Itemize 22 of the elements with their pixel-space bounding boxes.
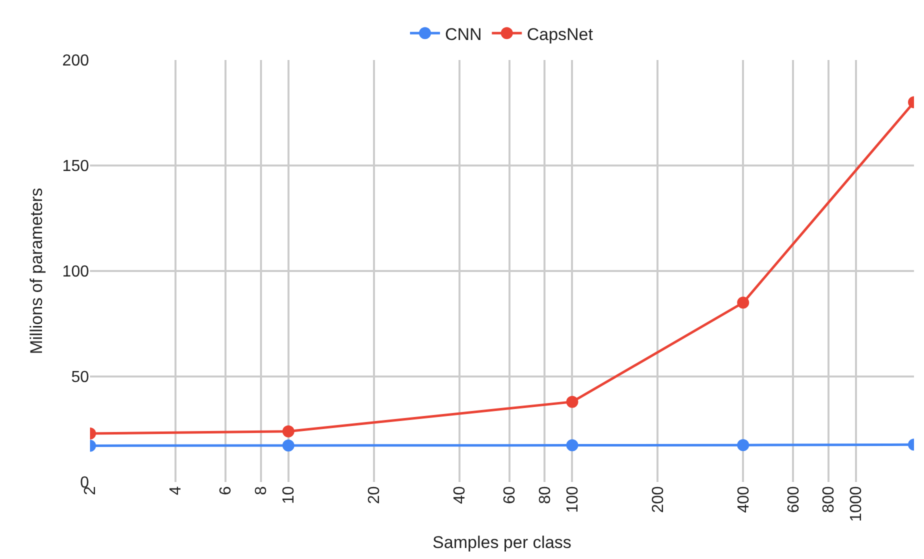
x-tick-label: 80	[536, 486, 554, 504]
x-tick-label: 40	[451, 486, 468, 504]
y-tick-label: 50	[71, 369, 90, 386]
y-tick-label: 150	[62, 158, 90, 176]
x-tick-label: 10	[280, 486, 298, 504]
x-tick-label: 600	[785, 486, 802, 513]
y-axis-title: Millions of parameters	[26, 188, 46, 354]
x-tick-label: 60	[501, 486, 518, 504]
x-tick-label: 20	[366, 486, 384, 504]
x-tick-label: 1000	[848, 486, 866, 522]
x-axis-title: Samples per class	[432, 533, 572, 552]
x-tick-label: 100	[564, 486, 582, 513]
x-tick-label: 6	[218, 486, 235, 496]
legend-label: CapsNet	[526, 24, 594, 44]
y-tick-label: 100	[62, 264, 90, 281]
x-tick-label: 400	[735, 486, 752, 513]
x-tick-label: 4	[168, 486, 185, 496]
y-tick-label: 200	[62, 52, 90, 70]
legend-label: CNN	[445, 24, 482, 44]
x-tick-label: 8	[253, 486, 270, 496]
x-tick-label: 800	[820, 486, 838, 513]
x-tick-label: 200	[650, 486, 667, 513]
